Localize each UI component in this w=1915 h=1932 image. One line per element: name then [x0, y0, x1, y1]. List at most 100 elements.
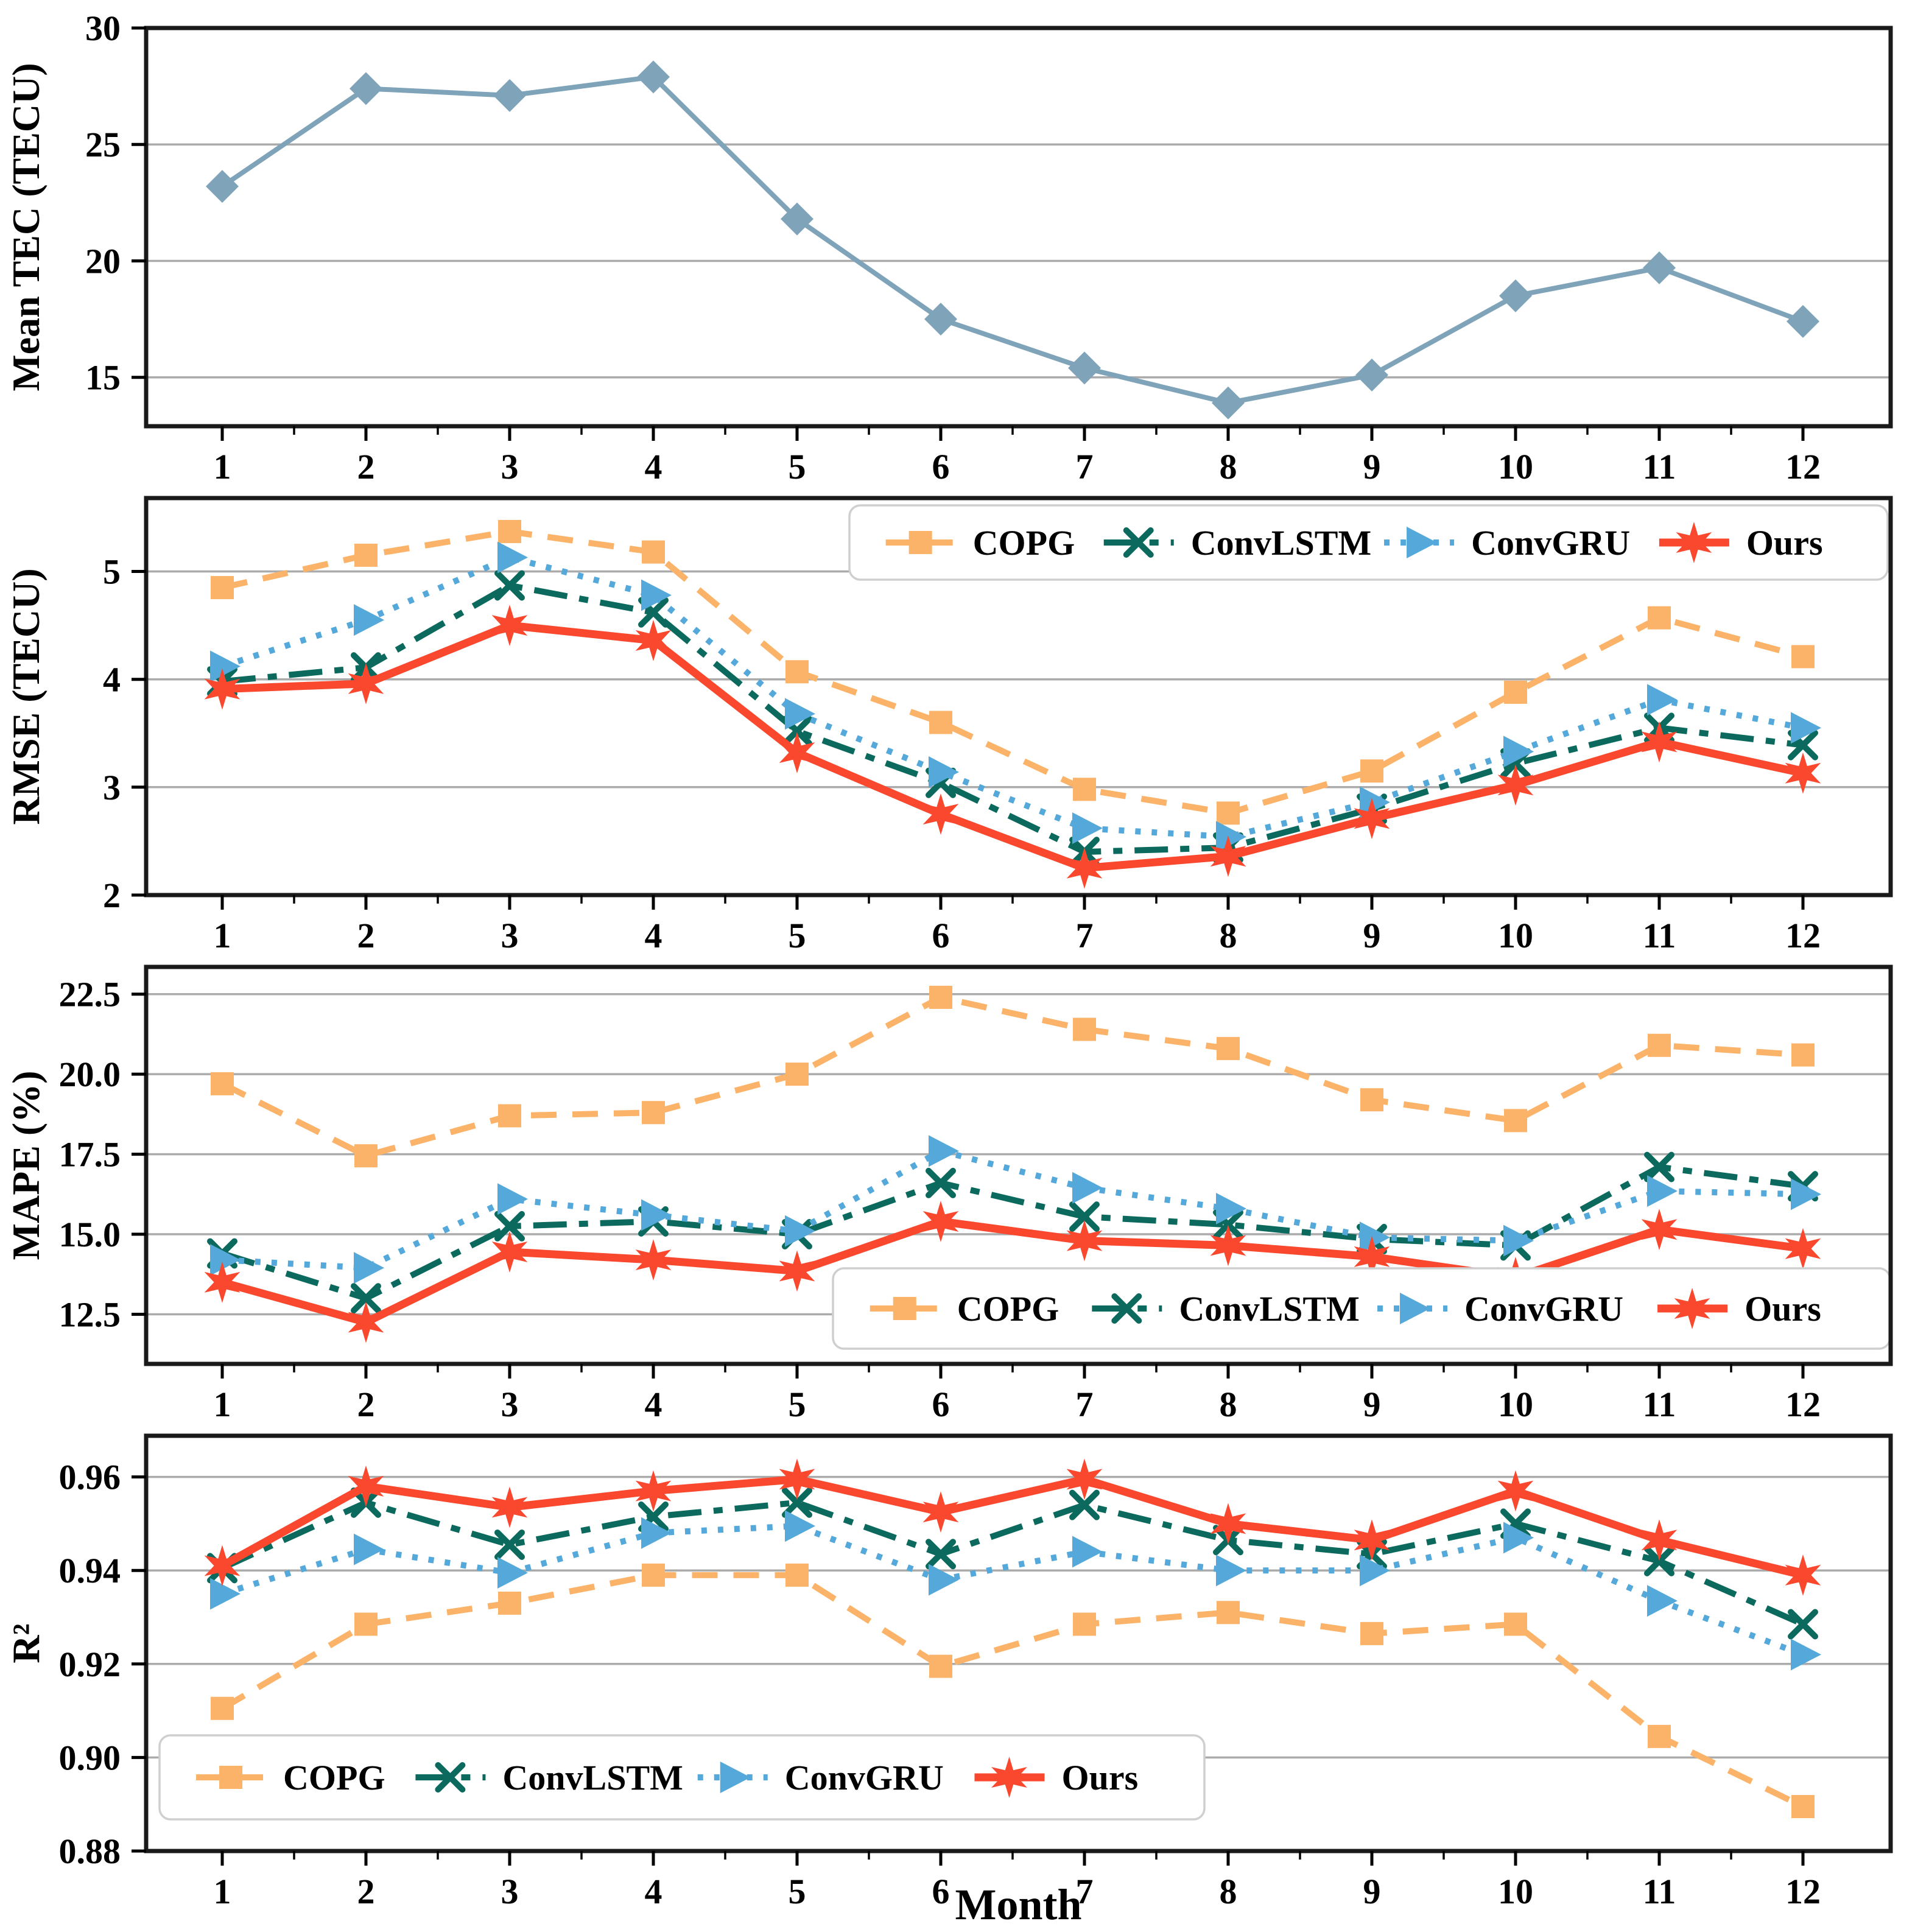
ours-markers [204, 605, 1821, 889]
copg-marker-icon [1504, 1109, 1527, 1133]
x-tick-label: 11 [1643, 916, 1676, 955]
legend: COPG ConvLSTM ConvGRU Ours [832, 1267, 1891, 1350]
convgru-legend-label: ConvGRU [785, 1758, 944, 1797]
y-axis-label: Mean TEC (TECU) [4, 63, 47, 391]
x-tick-label: 7 [1076, 1385, 1094, 1424]
ours-marker-icon [779, 1250, 815, 1292]
y-tick-label: 0.92 [59, 1645, 121, 1684]
x-tick-label: 11 [1643, 447, 1676, 487]
copg-marker-icon [1217, 1601, 1240, 1625]
ours-marker-icon [1066, 847, 1103, 889]
ours-markers [204, 1201, 1821, 1343]
y-tick-label: 30 [85, 9, 121, 48]
x-tick-label: 6 [932, 916, 950, 955]
ours-marker-icon [491, 1486, 528, 1528]
convgru-marker-icon [1072, 812, 1103, 845]
mape-panel: COPG ConvLSTM ConvGRU Ours 12.5 15.0 17.5 20.0 2… [4, 964, 1893, 1424]
y-tick-label: 15 [85, 358, 121, 398]
convgru-marker-icon [929, 1564, 959, 1596]
ours-marker-icon [348, 1465, 384, 1507]
copg-marker-icon [929, 985, 952, 1009]
copg-marker-icon [929, 1654, 952, 1678]
convgru-marker-icon [497, 1183, 528, 1215]
ours-marker-icon [348, 1301, 384, 1343]
y-tick-label: 5 [103, 552, 121, 591]
copg-marker-icon [354, 1144, 378, 1168]
convgru-marker-icon [210, 1578, 241, 1610]
convgru-marker-icon [641, 1199, 672, 1231]
ours-legend-marker-icon [1676, 522, 1712, 563]
copg-marker-icon [1791, 645, 1815, 669]
x-tick-label: 10 [1498, 1385, 1533, 1424]
x-tick-label: 12 [1785, 1872, 1821, 1911]
axes-spines [144, 964, 1893, 1366]
convlstm-marker-icon [351, 1283, 381, 1314]
ours-marker-icon [1066, 1458, 1103, 1500]
convlstm-marker-icon [926, 1539, 956, 1570]
convgru-marker-icon [1791, 1178, 1821, 1210]
convgru-marker-icon [354, 1252, 384, 1284]
copg-marker-icon [498, 1591, 521, 1615]
ours-marker-icon [922, 793, 959, 835]
mean_tec-marker-icon [781, 202, 813, 236]
copg-marker-icon [642, 1563, 665, 1587]
x-tick-label: 5 [789, 1872, 806, 1911]
ours-marker-icon [348, 662, 384, 704]
y-tick-label: 0.96 [59, 1458, 121, 1497]
copg-marker-icon [642, 1101, 665, 1125]
mean_tec-marker-icon [350, 72, 382, 105]
ours-legend-marker-icon [1674, 1288, 1710, 1329]
convgru-marker-icon [785, 698, 815, 730]
ours-marker-icon [635, 1239, 672, 1281]
mean_tec-marker-icon [924, 303, 957, 336]
x-tick-label: 3 [501, 447, 519, 487]
convgru-marker-icon [1216, 821, 1246, 853]
ours-marker-icon [1497, 1470, 1534, 1512]
convlstm-marker-icon [926, 1167, 956, 1198]
x-tick-label: 2 [357, 1385, 375, 1424]
x-tick-label: 9 [1363, 916, 1381, 955]
convgru-marker-icon [1216, 1192, 1246, 1224]
x-tick-label: 5 [789, 1385, 806, 1424]
convgru-marker-icon [1791, 1639, 1821, 1671]
copg-marker-icon [1073, 1612, 1096, 1636]
x-tick-label: 8 [1220, 1872, 1237, 1911]
convgru-marker-icon [929, 1135, 959, 1167]
mean_tec-marker-icon [1643, 251, 1676, 284]
copg-marker-icon [1217, 1037, 1240, 1061]
mean_tec-marker-icon [1499, 279, 1532, 312]
y-tick-label: 12.5 [59, 1295, 121, 1335]
convlstm-legend-marker-icon [1111, 1293, 1142, 1324]
mean_tec-marker-icon [206, 170, 239, 203]
convgru-legend-label: ConvGRU [1464, 1289, 1623, 1329]
convgru-line [221, 1523, 1804, 1658]
x-tick-label: 8 [1220, 447, 1237, 487]
ours-marker-icon [779, 732, 815, 774]
ours-legend-label: Ours [1745, 1289, 1821, 1329]
convgru-markers [210, 1510, 1821, 1671]
convgru-marker-icon [497, 1557, 528, 1589]
x-tick-label: 5 [789, 916, 806, 955]
copg-marker-icon [1073, 778, 1096, 801]
ours-marker-icon [1210, 1224, 1246, 1266]
y-axis-label: R² [4, 1623, 47, 1663]
convgru-marker-icon [210, 650, 241, 683]
copg-legend-marker-icon [908, 531, 932, 554]
y-tick-label: 20 [85, 241, 121, 281]
x-tick-label: 4 [645, 916, 662, 955]
x-tick-label: 1 [214, 916, 231, 955]
x-tick-label: 5 [789, 447, 806, 487]
x-tick-label: 8 [1220, 1385, 1237, 1424]
ours-line [222, 621, 1804, 873]
y-tick-label: 2 [103, 876, 121, 915]
convgru-marker-icon [1360, 786, 1390, 818]
convgru-line [221, 554, 1804, 840]
copg-marker-icon [785, 1063, 809, 1086]
axes-spines [144, 496, 1893, 898]
copg-marker-icon [785, 1563, 809, 1587]
copg-line [220, 1572, 1805, 1810]
x-tick-label: 4 [645, 1385, 662, 1424]
ours-marker-icon [1066, 1220, 1103, 1262]
